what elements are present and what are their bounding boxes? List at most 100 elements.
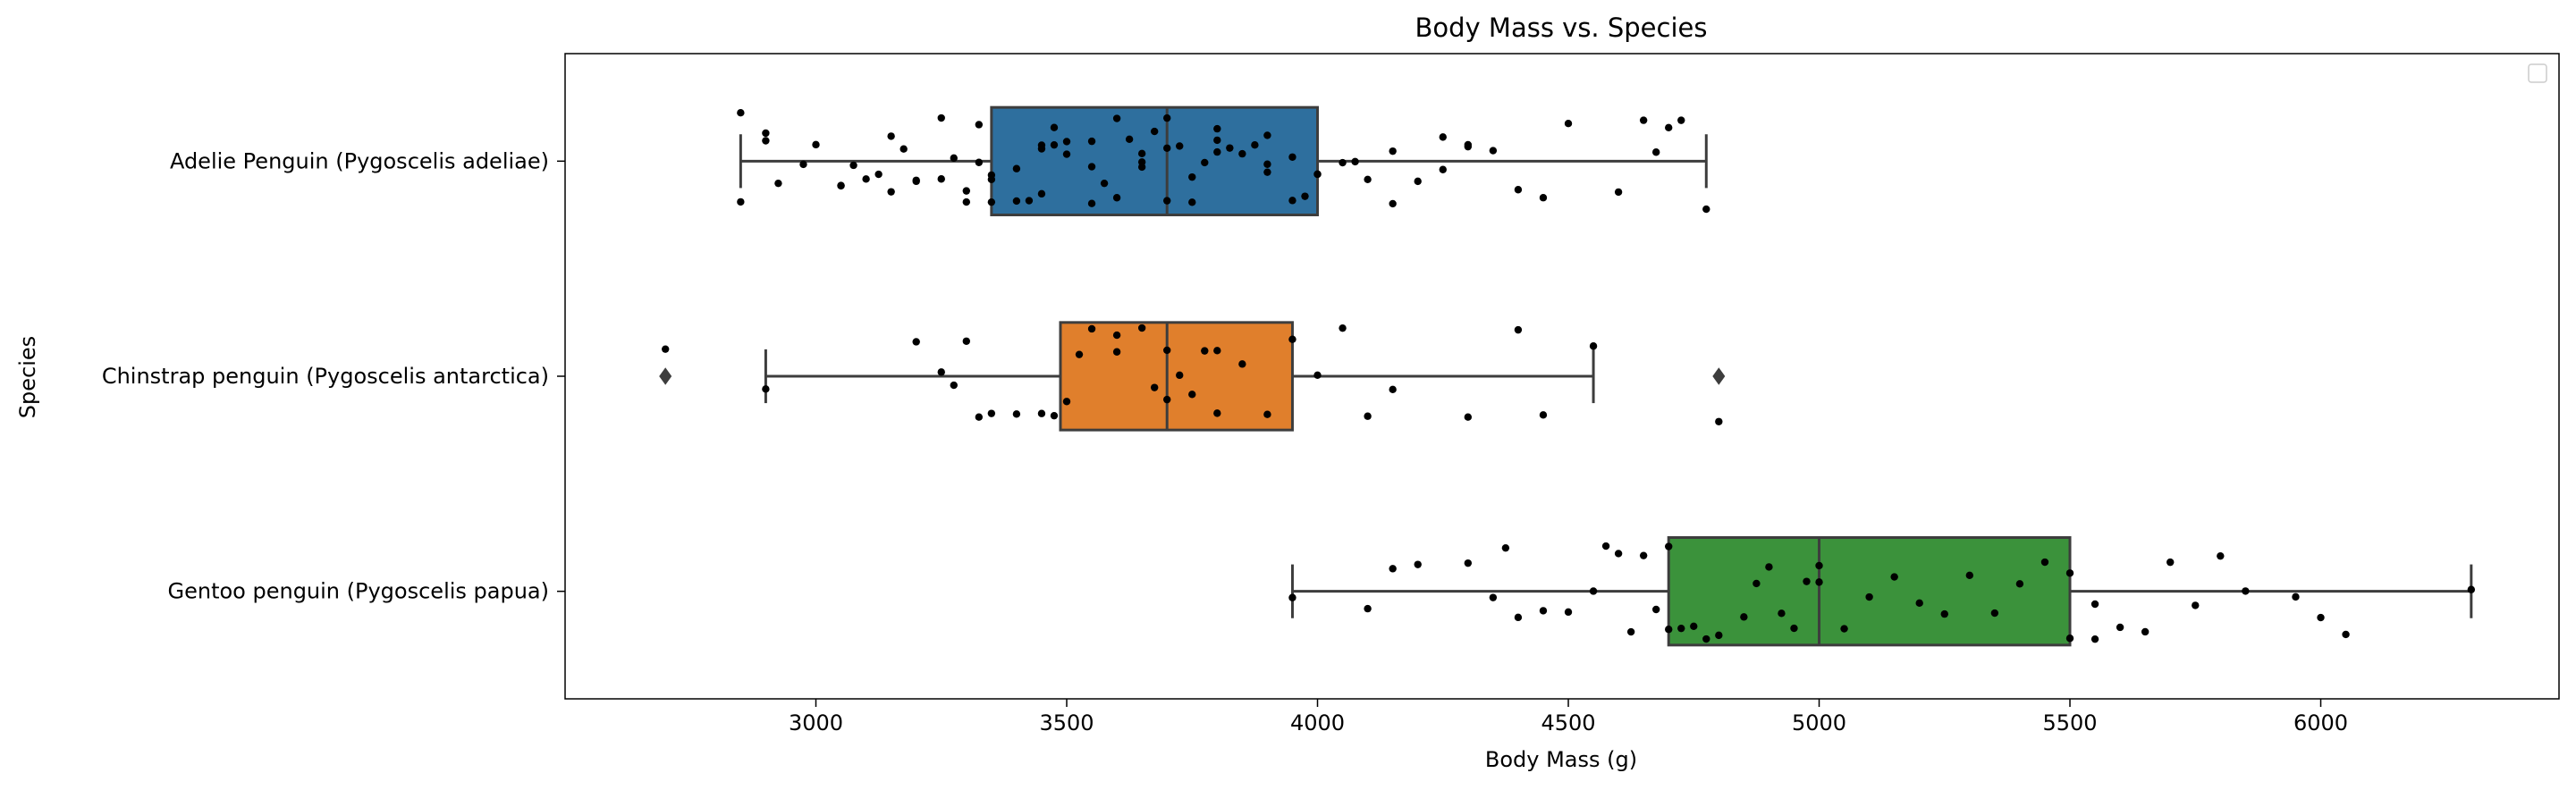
data-point [1601, 542, 1610, 550]
data-point [1489, 147, 1498, 155]
data-point [1564, 608, 1573, 617]
data-point [1778, 609, 1786, 618]
data-point [737, 198, 745, 206]
data-point [1940, 609, 1948, 618]
data-point [1915, 599, 1923, 608]
data-point [1137, 324, 1146, 332]
data-point [1890, 573, 1898, 581]
data-point [1201, 158, 1209, 167]
data-point [774, 179, 782, 188]
data-point [1313, 170, 1322, 179]
data-point [1012, 410, 1021, 418]
data-point [1263, 131, 1271, 139]
data-point [962, 187, 971, 195]
data-point [1539, 411, 1548, 419]
data-point [1037, 189, 1046, 198]
data-point [799, 160, 807, 169]
data-point [1050, 140, 1059, 149]
data-point [950, 381, 958, 390]
data-point [1564, 120, 1573, 128]
data-point [1213, 124, 1221, 133]
x-tick-label: 4000 [1290, 710, 1345, 735]
data-point [762, 129, 770, 138]
data-point [1665, 123, 1673, 132]
data-point [1062, 398, 1071, 406]
data-point [1062, 150, 1071, 158]
data-point [1137, 149, 1146, 158]
data-point [2342, 630, 2350, 639]
data-point [1489, 593, 1498, 601]
data-point [1514, 325, 1523, 334]
data-point [1075, 350, 1084, 358]
data-point [1163, 346, 1171, 355]
data-point [1514, 613, 1523, 622]
data-point [2116, 623, 2124, 632]
data-point [1965, 571, 1974, 579]
data-point [1112, 194, 1121, 202]
data-point [1238, 149, 1246, 158]
data-point [1614, 188, 1623, 197]
data-point [2242, 587, 2250, 595]
data-point [862, 175, 870, 183]
data-point [1501, 543, 1510, 552]
data-point [2166, 558, 2175, 567]
data-point [1150, 127, 1159, 136]
data-point [1702, 635, 1710, 643]
data-point [1163, 197, 1171, 205]
x-tick-label: 6000 [2293, 710, 2348, 735]
data-point [2217, 551, 2225, 560]
data-point [887, 188, 895, 196]
data-point [812, 140, 820, 149]
data-point [1464, 559, 1473, 567]
data-point [1012, 197, 1021, 206]
data-point [912, 338, 920, 346]
data-point [1163, 144, 1171, 152]
data-point [1464, 413, 1473, 421]
data-point [1665, 626, 1673, 634]
data-point [1288, 197, 1296, 205]
data-point [962, 198, 971, 206]
data-point [1539, 607, 1548, 615]
data-point [1037, 141, 1046, 149]
data-point [1263, 160, 1271, 168]
data-point [2090, 635, 2099, 643]
chart-title: Body Mass vs. Species [1415, 13, 1708, 43]
data-point [975, 413, 984, 421]
data-point [1614, 550, 1623, 558]
data-point [2065, 569, 2074, 577]
x-tick-label: 5000 [1792, 710, 1846, 735]
data-point [1439, 165, 1447, 173]
data-point [1150, 383, 1159, 391]
data-point [2141, 627, 2149, 636]
data-point [1100, 179, 1109, 188]
y-tick-label: Adelie Penguin (Pygoscelis adeliae) [170, 148, 549, 173]
data-point [962, 337, 971, 345]
data-point [1339, 324, 1347, 332]
data-point [1188, 198, 1196, 206]
data-point [1251, 141, 1259, 149]
x-tick-label: 3000 [789, 710, 843, 735]
data-point [1815, 578, 1823, 586]
data-point [1651, 148, 1660, 156]
data-point [1087, 137, 1096, 146]
box-group [737, 105, 1710, 216]
data-point [1815, 561, 1823, 570]
data-point [1176, 142, 1184, 150]
data-point [1062, 138, 1071, 146]
data-point [1715, 631, 1723, 640]
data-point [899, 145, 908, 153]
data-point [1288, 593, 1296, 601]
x-tick-label: 4500 [1541, 710, 1595, 735]
data-point [1238, 360, 1246, 368]
data-point [1389, 147, 1397, 155]
data-point [1840, 625, 1848, 633]
data-point [1753, 579, 1761, 588]
data-point [1112, 331, 1121, 340]
data-point [1389, 199, 1397, 208]
y-tick-label: Chinstrap penguin (Pygoscelis antarctica… [102, 364, 549, 389]
data-point [1677, 116, 1685, 124]
data-point [1539, 194, 1548, 202]
data-point [1263, 168, 1271, 176]
data-point [937, 368, 945, 376]
